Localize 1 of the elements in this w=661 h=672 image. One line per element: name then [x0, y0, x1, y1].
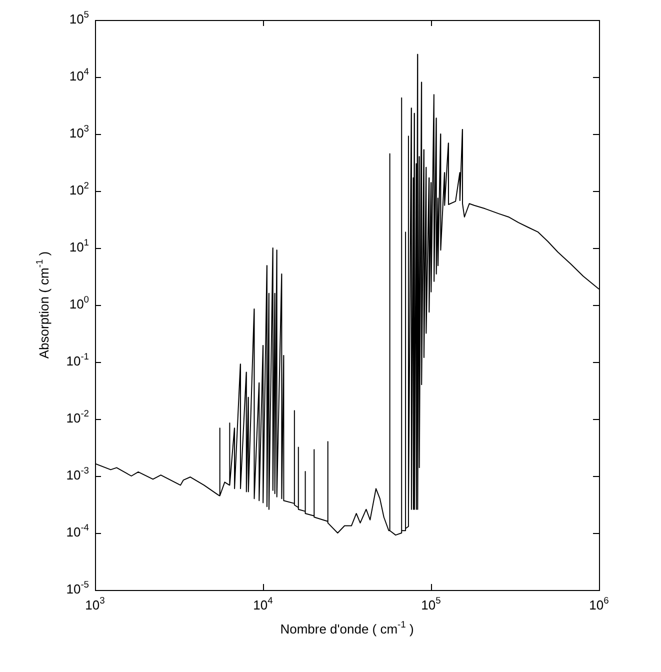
y-axis-title: Absorption ( cm-1 ): [34, 251, 52, 359]
